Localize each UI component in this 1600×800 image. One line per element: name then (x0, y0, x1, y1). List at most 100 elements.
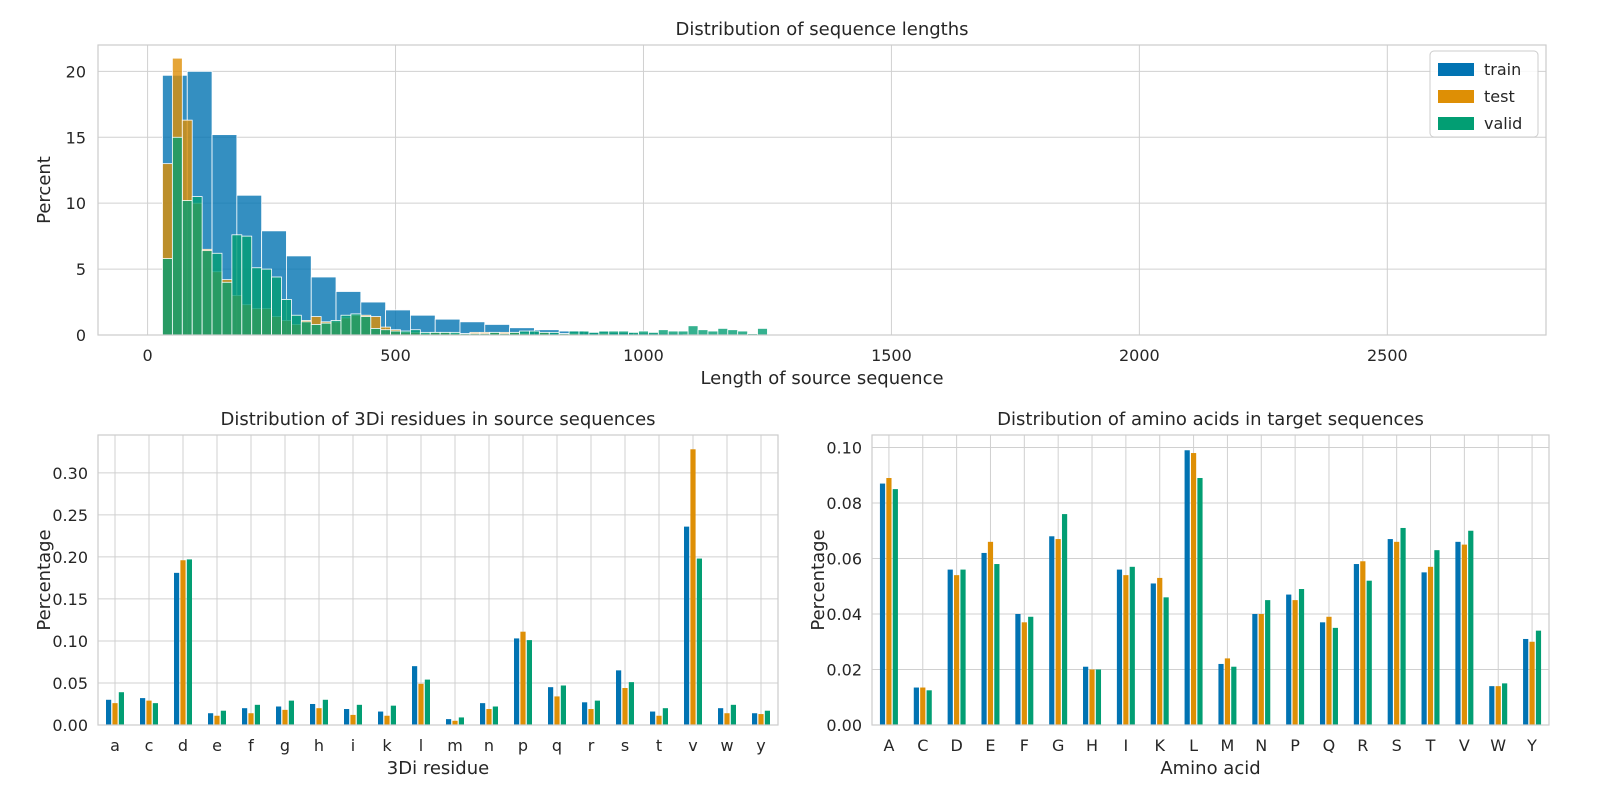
tick-labels: a c d e f g h i k l m n p q r s t v w y 0.00 0.05 0.10 0.15 0.20… (52, 464, 765, 755)
bar-valid-N (1265, 600, 1271, 725)
bar-valid-A (892, 489, 898, 725)
bar-train-g (276, 706, 282, 725)
x-tick-label: R (1357, 736, 1368, 755)
bar-train-H (1083, 666, 1089, 725)
bar-test-Q (1326, 616, 1332, 725)
bar-valid-T (1434, 550, 1440, 725)
x-tick-label: m (447, 736, 463, 755)
x-tick-label: r (588, 736, 595, 755)
y-tick-label: 0.06 (826, 549, 862, 568)
bar-valid-H (1095, 669, 1102, 725)
histogram-bar-valid (191, 196, 203, 336)
bar-test-p (520, 631, 526, 725)
bar-valid-S (1400, 527, 1406, 725)
bar-train-e (208, 713, 214, 725)
x-tick-label: Y (1526, 736, 1537, 755)
legend-swatch-valid (1438, 117, 1474, 130)
bar-test-t (656, 715, 662, 725)
x-tick-label: n (484, 736, 494, 755)
y-tick-label: 0.00 (826, 716, 862, 735)
bar-valid-l (424, 679, 430, 725)
legend-swatch-train (1438, 63, 1474, 76)
y-tick-label: 15 (66, 128, 86, 147)
plot-frame (871, 434, 1550, 726)
bar-valid-V (1468, 530, 1474, 725)
y-axis-label: Percentage (34, 529, 55, 630)
plot-frame (97, 434, 779, 726)
histogram-bar-valid (687, 325, 699, 336)
bar-valid-K (1163, 597, 1169, 725)
y-tick-label: 0.15 (52, 590, 88, 609)
histogram-bar-valid (350, 313, 362, 336)
bar-valid-t (662, 708, 668, 725)
bar-valid-E (994, 564, 1000, 725)
bar-valid-m (458, 717, 464, 725)
bar-test-S (1394, 541, 1400, 725)
bar-train-W (1489, 686, 1495, 725)
y-tick-label: 5 (76, 260, 86, 279)
bar-valid-G (1061, 514, 1068, 725)
bar-marks (879, 450, 1542, 725)
x-tick-label: f (248, 736, 254, 755)
x-tick-label: 2000 (1119, 346, 1160, 365)
bar-train-M (1218, 663, 1224, 725)
bar-train-V (1455, 541, 1461, 725)
bar-test-a (112, 703, 118, 725)
x-tick-label: 500 (380, 346, 411, 365)
histogram-bar-valid (410, 329, 421, 336)
histogram-bar-valid (320, 322, 332, 336)
x-tick-label: L (1189, 736, 1198, 755)
bar-train-T (1421, 572, 1427, 725)
legend-label-valid: valid (1484, 114, 1522, 133)
x-tick-label: S (1392, 736, 1402, 755)
bar-test-l (418, 683, 424, 725)
y-tick-label: 0.04 (826, 605, 862, 624)
bar-test-D (954, 575, 960, 725)
bar-valid-v (696, 558, 702, 725)
bar-test-H (1089, 669, 1095, 725)
histogram-bar-valid (221, 281, 233, 336)
legend-label-test: test (1484, 87, 1515, 106)
bar-test-w (724, 713, 730, 725)
bar-train-v (684, 526, 690, 725)
histogram-bar-valid (181, 200, 193, 336)
histogram-bar-valid (211, 252, 223, 336)
histogram-bar-valid (727, 329, 739, 336)
bar-valid-c (152, 703, 158, 725)
histogram-bar-valid (340, 314, 352, 336)
bar-train-D (947, 569, 953, 725)
y-tick-label: 0 (76, 326, 86, 345)
bar-test-I (1123, 575, 1129, 725)
x-tick-label: 1500 (871, 346, 912, 365)
bar-train-q (548, 687, 554, 725)
grid-lines (98, 435, 778, 725)
bar-test-k (384, 715, 390, 725)
histogram-bar-valid (330, 320, 342, 336)
x-tick-label: C (917, 736, 928, 755)
histogram-bar-valid (271, 276, 282, 336)
y-tick-label: 20 (66, 62, 86, 81)
bar-valid-W (1502, 683, 1508, 725)
histogram-bar-valid (281, 299, 292, 336)
x-tick-label: s (621, 736, 629, 755)
x-tick-label: I (1124, 736, 1129, 755)
bar-test-y (758, 714, 764, 725)
bar-train-c (140, 698, 146, 725)
x-tick-label: 1000 (623, 346, 664, 365)
x-tick-label: k (382, 736, 392, 755)
bar-train-k (378, 711, 384, 725)
histogram-bar-valid (697, 329, 709, 336)
histogram-bar-valid (261, 268, 272, 336)
bar-valid-p (526, 640, 532, 725)
grid-lines (872, 435, 1549, 725)
y-tick-label: 0.02 (826, 660, 862, 679)
bar-valid-k (390, 705, 396, 725)
bar-test-h (316, 708, 322, 725)
x-tick-label: G (1052, 736, 1064, 755)
bar-test-R (1360, 561, 1366, 725)
bar-test-M (1224, 658, 1231, 725)
x-tick-label: N (1255, 736, 1267, 755)
x-tick-label: M (1221, 736, 1235, 755)
legend-swatch-test (1438, 90, 1474, 103)
bar-train-t (650, 711, 656, 725)
